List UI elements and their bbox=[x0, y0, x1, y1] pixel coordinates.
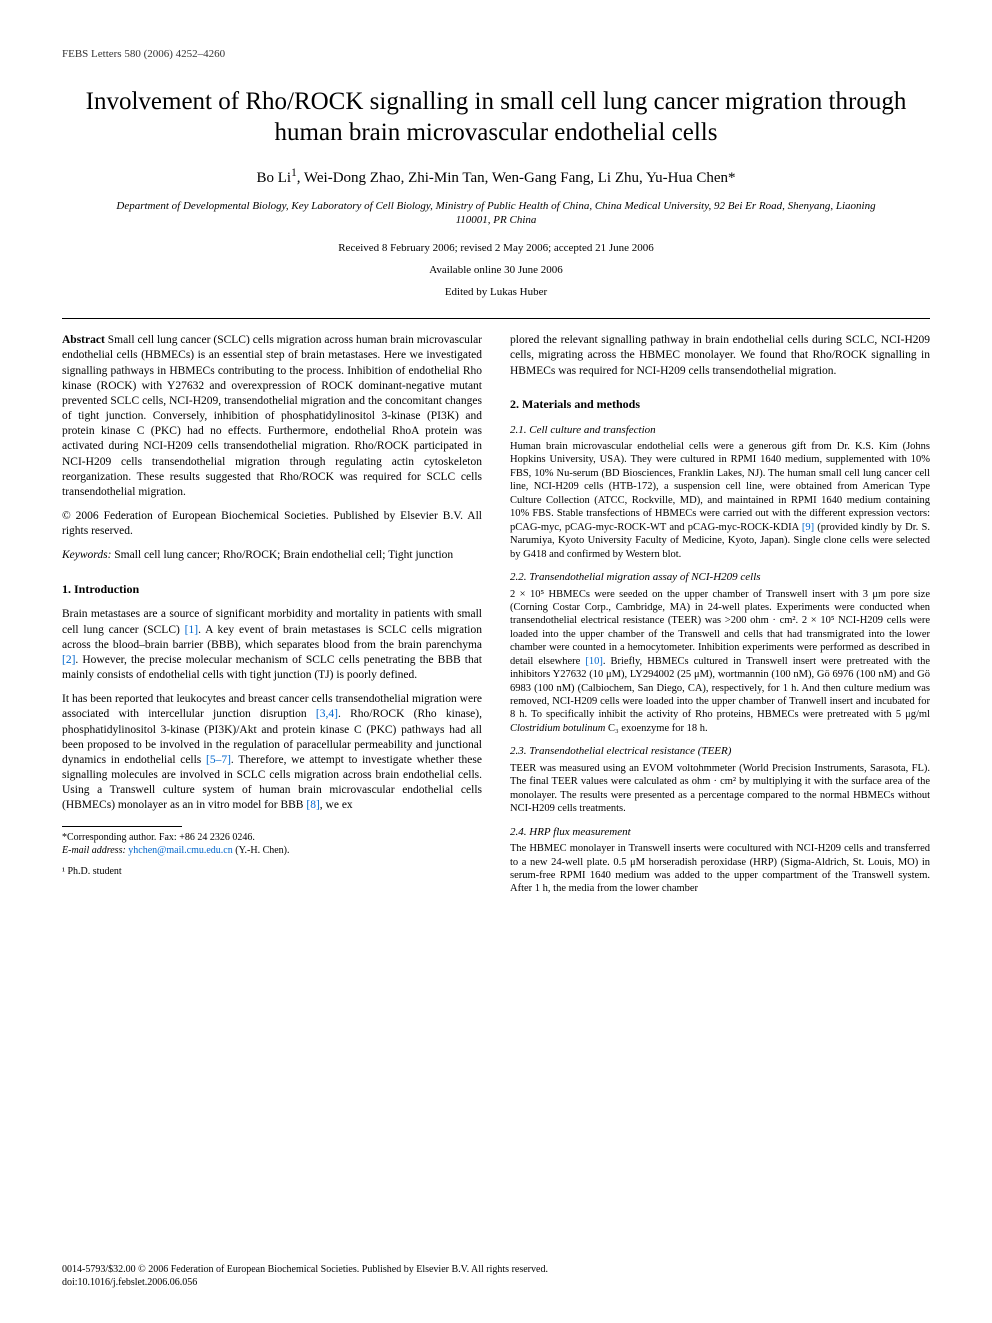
intro-p1-c: . However, the precise molecular mechani… bbox=[62, 654, 482, 681]
citation-ref-5-7[interactable]: [5–7] bbox=[206, 754, 231, 766]
citation-ref-3-4[interactable]: [3,4] bbox=[316, 708, 338, 720]
section-heading-methods: 2. Materials and methods bbox=[510, 397, 930, 413]
running-head: FEBS Letters 580 (2006) 4252–4260 bbox=[62, 48, 930, 60]
citation-ref-9[interactable]: [9] bbox=[802, 522, 814, 533]
email-tail: (Y.-H. Chen). bbox=[233, 845, 290, 856]
keywords-text: Small cell lung cancer; Rho/ROCK; Brain … bbox=[111, 549, 453, 561]
intro-paragraph-1: Brain metastases are a source of signifi… bbox=[62, 607, 482, 683]
email-footnote: E-mail address: yhchen@mail.cmu.edu.cn (… bbox=[62, 844, 482, 857]
abstract-text: Small cell lung cancer (SCLC) cells migr… bbox=[62, 334, 482, 498]
intro-paragraph-2-cont: plored the relevant signalling pathway i… bbox=[510, 333, 930, 379]
keywords-line: Keywords: Small cell lung cancer; Rho/RO… bbox=[62, 548, 482, 563]
subsection-2-3: 2.3. Transendothelial electrical resista… bbox=[510, 744, 930, 759]
footnote-block: *Corresponding author. Fax: +86 24 2326 … bbox=[62, 826, 482, 878]
affiliation: Department of Developmental Biology, Key… bbox=[102, 199, 890, 229]
abstract-label: Abstract bbox=[62, 334, 105, 346]
intro-p2-d: , we ex bbox=[320, 799, 353, 811]
m21-a: Human brain microvascular endothelial ce… bbox=[510, 441, 930, 533]
received-dates: Received 8 February 2006; revised 2 May … bbox=[62, 242, 930, 254]
subsection-2-1: 2.1. Cell culture and transfection bbox=[510, 423, 930, 438]
citation-ref-8[interactable]: [8] bbox=[306, 799, 319, 811]
email-label: E-mail address: bbox=[62, 845, 126, 856]
footer-copyright: 0014-5793/$32.00 © 2006 Federation of Eu… bbox=[62, 1263, 930, 1276]
phd-footnote: ¹ Ph.D. student bbox=[62, 865, 482, 878]
corresponding-author-footnote: *Corresponding author. Fax: +86 24 2326 … bbox=[62, 831, 482, 844]
section-heading-intro: 1. Introduction bbox=[62, 582, 482, 598]
two-column-body: Abstract Small cell lung cancer (SCLC) c… bbox=[62, 333, 930, 896]
subsection-2-2: 2.2. Transendothelial migration assay of… bbox=[510, 570, 930, 585]
edited-by: Edited by Lukas Huber bbox=[62, 286, 930, 298]
keywords-label: Keywords: bbox=[62, 549, 111, 561]
methods-2-2-body: 2 × 10⁵ HBMECs were seeded on the upper … bbox=[510, 588, 930, 736]
subsection-2-4: 2.4. HRP flux measurement bbox=[510, 825, 930, 840]
footnote-rule bbox=[62, 826, 182, 827]
footer-doi: doi:10.1016/j.febslet.2006.06.056 bbox=[62, 1276, 930, 1289]
m22-c: C₃ exoenzyme for 18 h. bbox=[605, 723, 707, 734]
methods-2-1-body: Human brain microvascular endothelial ce… bbox=[510, 440, 930, 561]
abstract-paragraph: Abstract Small cell lung cancer (SCLC) c… bbox=[62, 333, 482, 500]
abstract-copyright: © 2006 Federation of European Biochemica… bbox=[62, 509, 482, 539]
citation-ref-10[interactable]: [10] bbox=[585, 656, 603, 667]
paper-title: Involvement of Rho/ROCK signalling in sm… bbox=[82, 86, 910, 149]
m22-italic: Clostridium botulinum bbox=[510, 723, 605, 734]
available-online: Available online 30 June 2006 bbox=[62, 264, 930, 276]
methods-2-3-body: TEER was measured using an EVOM voltohmm… bbox=[510, 762, 930, 816]
methods-2-4-body: The HBMEC monolayer in Transwell inserts… bbox=[510, 842, 930, 896]
page-footer: 0014-5793/$32.00 © 2006 Federation of Eu… bbox=[62, 1263, 930, 1289]
top-rule bbox=[62, 318, 930, 319]
citation-ref-1[interactable]: [1] bbox=[185, 624, 198, 636]
citation-ref-2[interactable]: [2] bbox=[62, 654, 75, 666]
intro-paragraph-2: It has been reported that leukocytes and… bbox=[62, 692, 482, 813]
email-link[interactable]: yhchen@mail.cmu.edu.cn bbox=[126, 845, 233, 856]
authors-line: Bo Li1, Wei-Dong Zhao, Zhi-Min Tan, Wen-… bbox=[62, 167, 930, 187]
